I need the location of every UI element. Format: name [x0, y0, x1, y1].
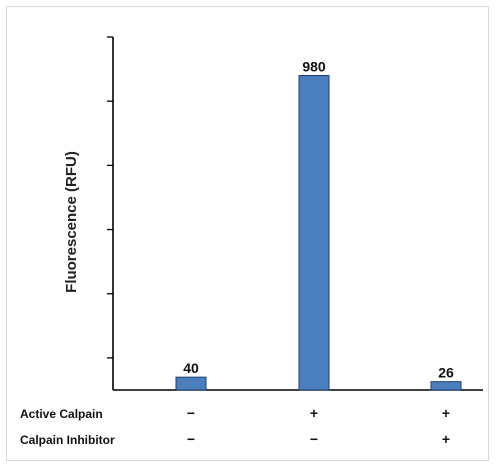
data-label-1: 980: [302, 59, 326, 75]
condition-sign-1-1: −: [310, 431, 318, 447]
condition-sign-1-0: −: [187, 431, 195, 447]
condition-label-1: Calpain Inhibitor: [20, 433, 115, 447]
y-axis-label: Fluorescence (RFU): [63, 151, 80, 293]
bar-0: [175, 376, 207, 391]
data-label-0: 40: [183, 360, 199, 376]
data-labels: 40 980 26: [183, 59, 454, 381]
bar-2: [430, 381, 462, 391]
bars: [175, 75, 462, 391]
condition-sign-0-1: +: [310, 405, 318, 421]
data-label-2: 26: [438, 365, 454, 381]
chart-frame: [6, 6, 489, 461]
condition-label-0: Active Calpain: [20, 407, 103, 421]
bar-1: [298, 75, 330, 391]
condition-table: Active Calpain − + + Calpain Inhibitor − − +: [20, 405, 450, 447]
condition-sign-1-2: +: [442, 431, 450, 447]
condition-sign-0-2: +: [442, 405, 450, 421]
axes: [107, 36, 483, 391]
condition-sign-0-0: −: [187, 405, 195, 421]
